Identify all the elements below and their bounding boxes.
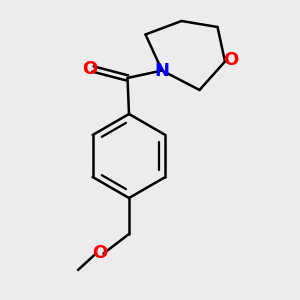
- Text: O: O: [82, 60, 97, 78]
- Text: O: O: [92, 244, 107, 262]
- Text: O: O: [223, 51, 238, 69]
- Text: N: N: [154, 61, 169, 80]
